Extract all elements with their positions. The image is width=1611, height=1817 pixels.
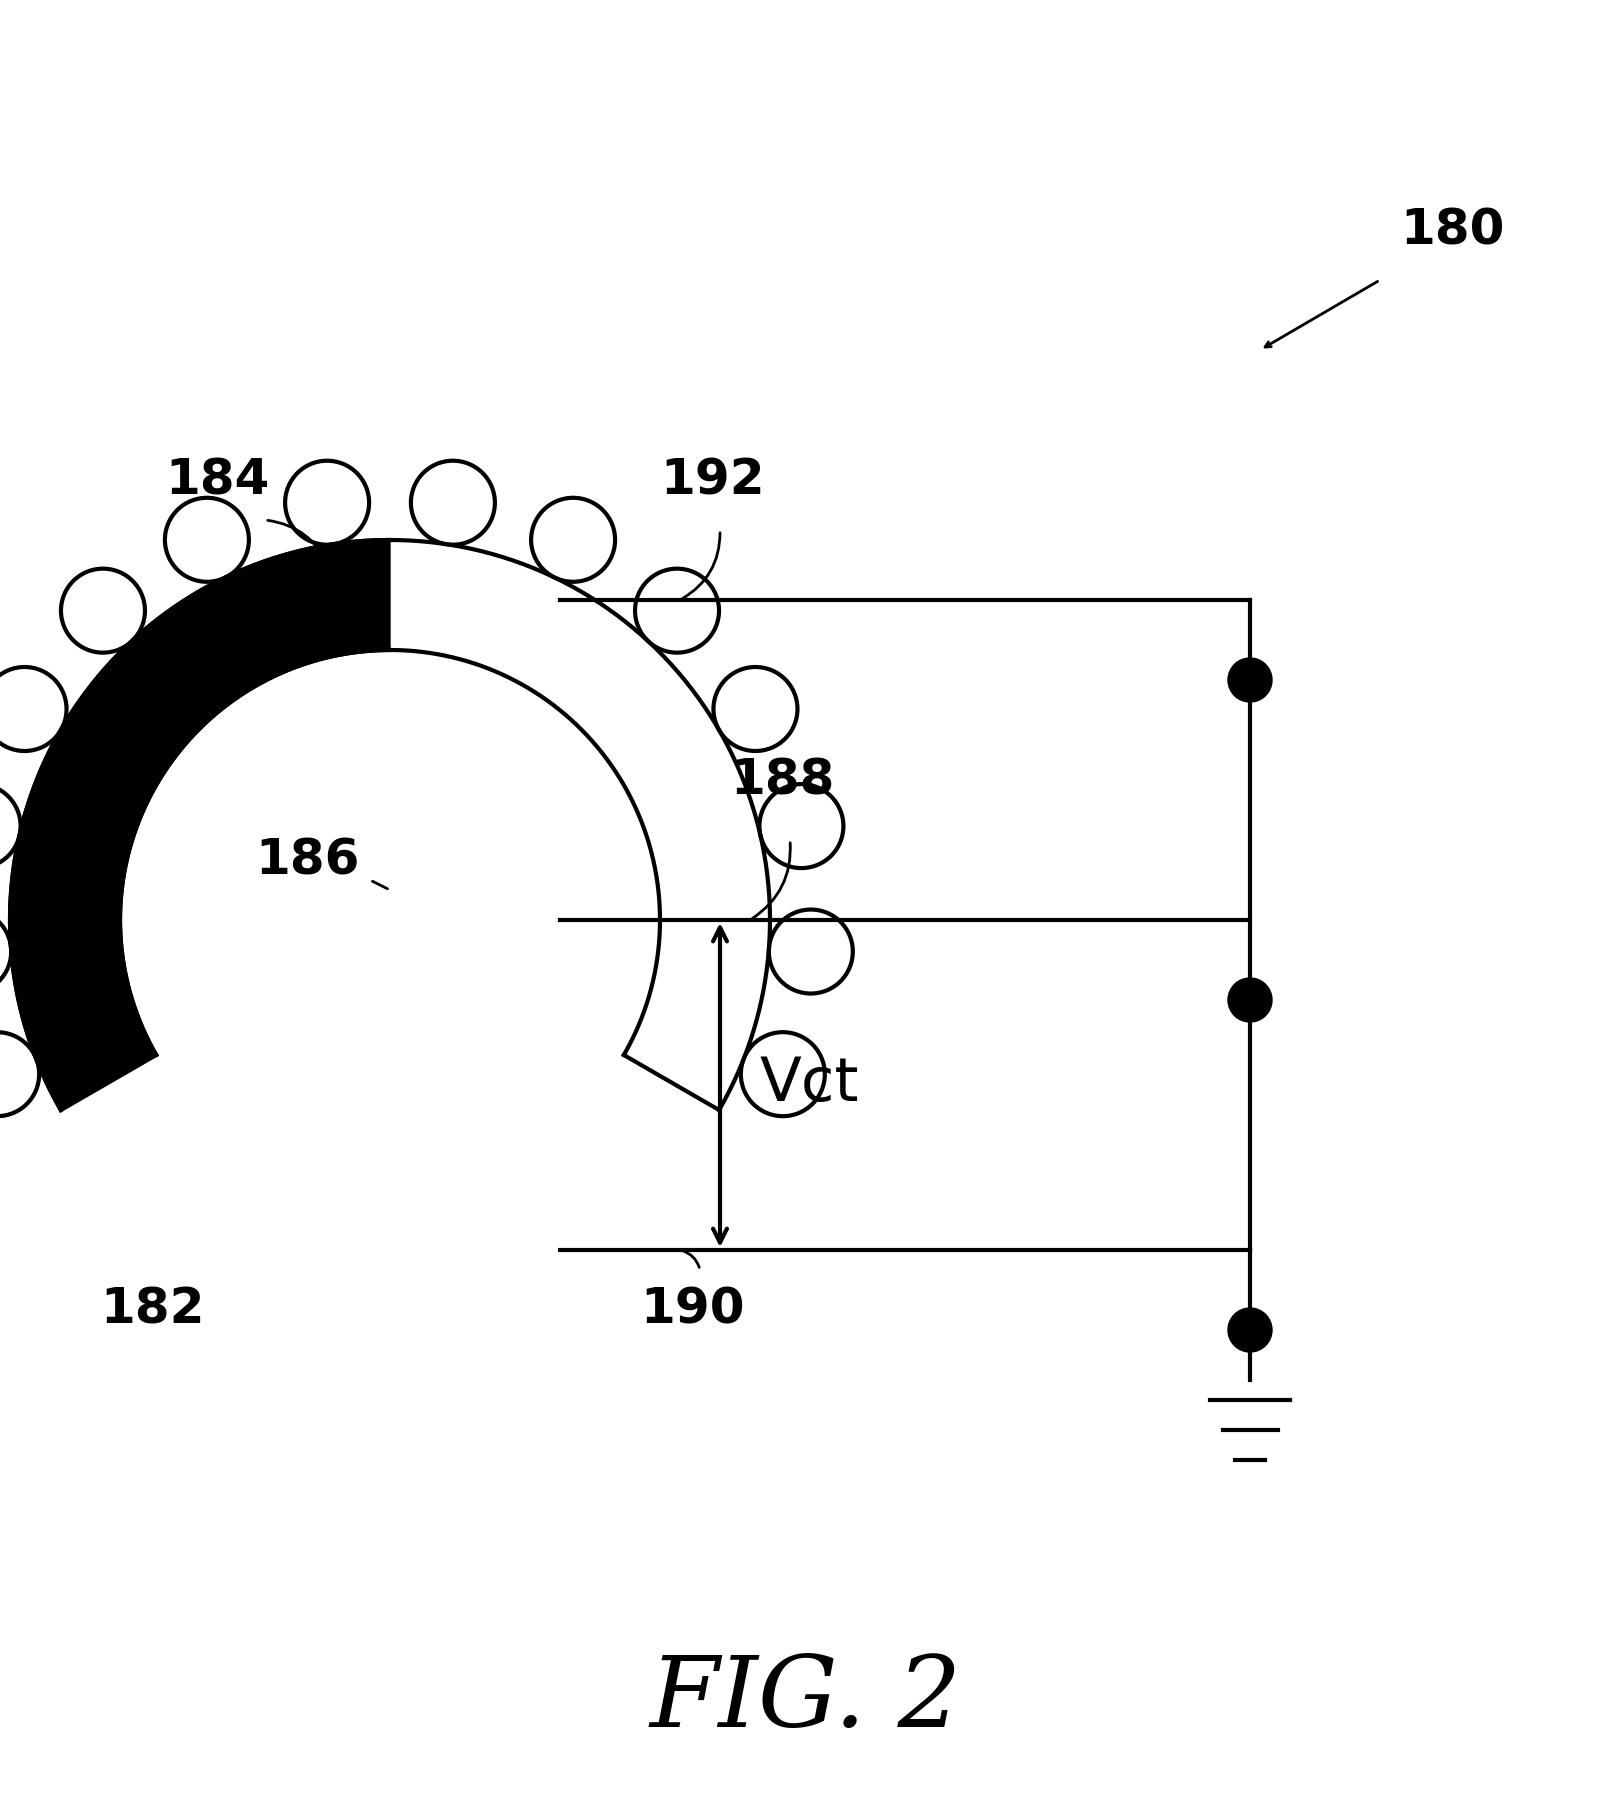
Polygon shape — [10, 540, 390, 1110]
Text: 182: 182 — [100, 1286, 205, 1334]
Polygon shape — [10, 540, 770, 1110]
Text: 184: 184 — [164, 456, 269, 503]
Circle shape — [1228, 978, 1273, 1021]
Text: 188: 188 — [730, 756, 834, 803]
Text: Vct: Vct — [760, 1056, 860, 1114]
Text: 190: 190 — [640, 1286, 744, 1334]
Text: 186: 186 — [255, 836, 359, 885]
Text: 180: 180 — [1400, 205, 1505, 254]
Text: FIG. 2: FIG. 2 — [649, 1652, 962, 1748]
Text: 192: 192 — [661, 456, 765, 503]
Circle shape — [1228, 1308, 1273, 1352]
Circle shape — [1228, 658, 1273, 701]
